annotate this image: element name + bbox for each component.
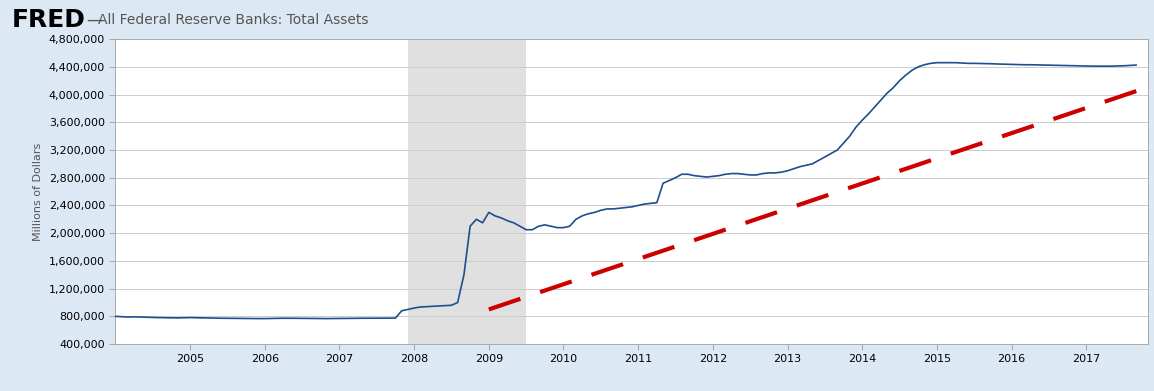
Text: —: — [87, 11, 103, 29]
Text: FRED: FRED [12, 7, 85, 32]
Y-axis label: Millions of Dollars: Millions of Dollars [33, 142, 43, 241]
Bar [407, 39, 526, 344]
Text: All Federal Reserve Banks: Total Assets: All Federal Reserve Banks: Total Assets [98, 13, 368, 27]
